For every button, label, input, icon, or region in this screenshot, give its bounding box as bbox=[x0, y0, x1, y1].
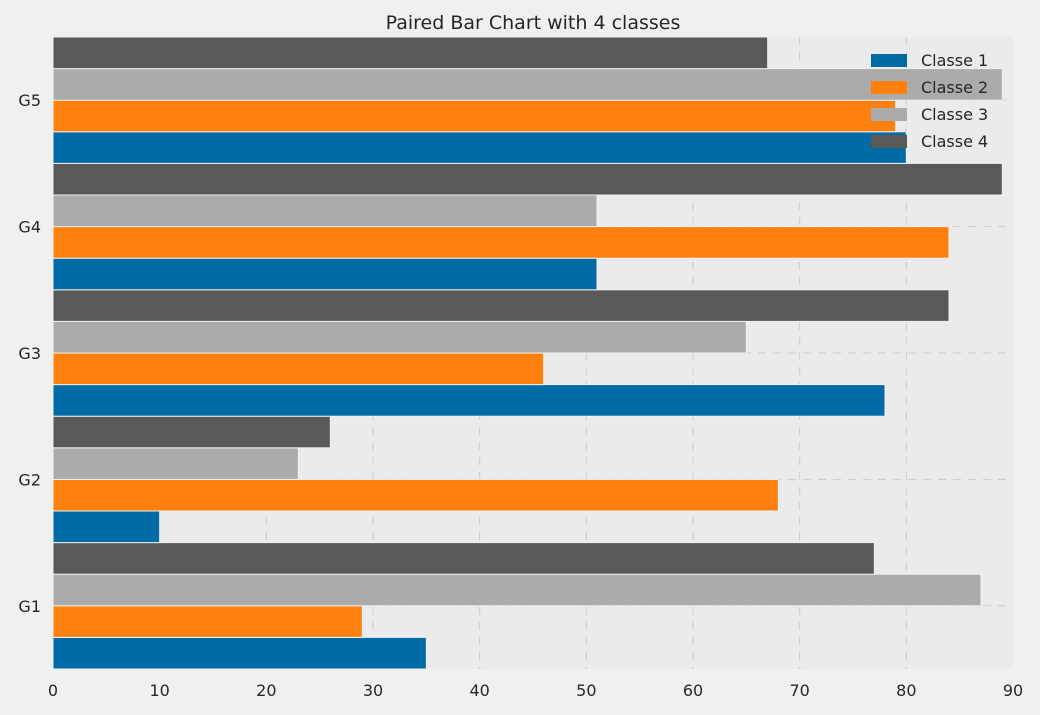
x-tick-label: 50 bbox=[576, 681, 596, 700]
bar-g1-classe-1 bbox=[52, 636, 427, 670]
legend-swatch bbox=[871, 81, 907, 94]
legend-swatch bbox=[871, 108, 907, 121]
bar-g5-classe-3 bbox=[52, 68, 1003, 101]
y-tick-label: G3 bbox=[18, 344, 41, 363]
bar-g4-classe-4 bbox=[52, 162, 1003, 196]
x-tick-label: 80 bbox=[896, 681, 916, 700]
bar-g3-classe-4 bbox=[52, 289, 950, 322]
legend-label: Classe 1 bbox=[921, 51, 988, 70]
y-tick-label: G2 bbox=[18, 470, 41, 489]
y-tick-label: G4 bbox=[18, 218, 41, 237]
x-tick-label: 70 bbox=[789, 681, 809, 700]
x-tick-label: 40 bbox=[469, 681, 489, 700]
bar-g5-classe-4 bbox=[52, 36, 769, 70]
bars bbox=[52, 36, 1003, 670]
legend-label: Classe 4 bbox=[921, 132, 988, 151]
legend-swatch bbox=[871, 54, 907, 67]
x-tick-label: 60 bbox=[683, 681, 703, 700]
y-axis-ticks: G1 G2 G3 G4 G5 bbox=[18, 91, 41, 616]
bar-g4-classe-3 bbox=[52, 194, 598, 228]
bar-g3-classe-3 bbox=[52, 320, 747, 354]
bar-g4-classe-2 bbox=[52, 226, 950, 259]
bar-g1-classe-4 bbox=[52, 542, 875, 575]
bar-g2-classe-1 bbox=[52, 510, 161, 544]
bar-g4-classe-1 bbox=[52, 257, 598, 291]
chart-title: Paired Bar Chart with 4 classes bbox=[386, 12, 681, 34]
bar-g2-classe-4 bbox=[52, 415, 331, 449]
legend-label: Classe 3 bbox=[921, 105, 988, 124]
legend-swatch bbox=[871, 135, 907, 148]
bar-g5-classe-1 bbox=[52, 131, 907, 164]
bar-g1-classe-3 bbox=[52, 573, 982, 607]
bar-g2-classe-3 bbox=[52, 447, 299, 480]
bar-g3-classe-1 bbox=[52, 384, 886, 417]
bar-g2-classe-2 bbox=[52, 478, 779, 512]
x-axis-ticks: 0 10 20 30 40 50 60 70 80 90 bbox=[48, 681, 1023, 700]
x-tick-label: 0 bbox=[48, 681, 58, 700]
x-tick-label: 30 bbox=[363, 681, 383, 700]
y-tick-label: G1 bbox=[18, 597, 41, 616]
legend: Classe 1 Classe 2 Classe 3 Classe 4 bbox=[871, 51, 988, 151]
bar-g1-classe-2 bbox=[52, 605, 363, 638]
bar-g5-classe-2 bbox=[52, 99, 897, 133]
x-tick-label: 90 bbox=[1003, 681, 1023, 700]
x-tick-label: 10 bbox=[149, 681, 169, 700]
y-tick-label: G5 bbox=[18, 91, 41, 110]
legend-label: Classe 2 bbox=[921, 78, 988, 97]
bar-g3-classe-2 bbox=[52, 352, 545, 386]
x-tick-label: 20 bbox=[256, 681, 276, 700]
